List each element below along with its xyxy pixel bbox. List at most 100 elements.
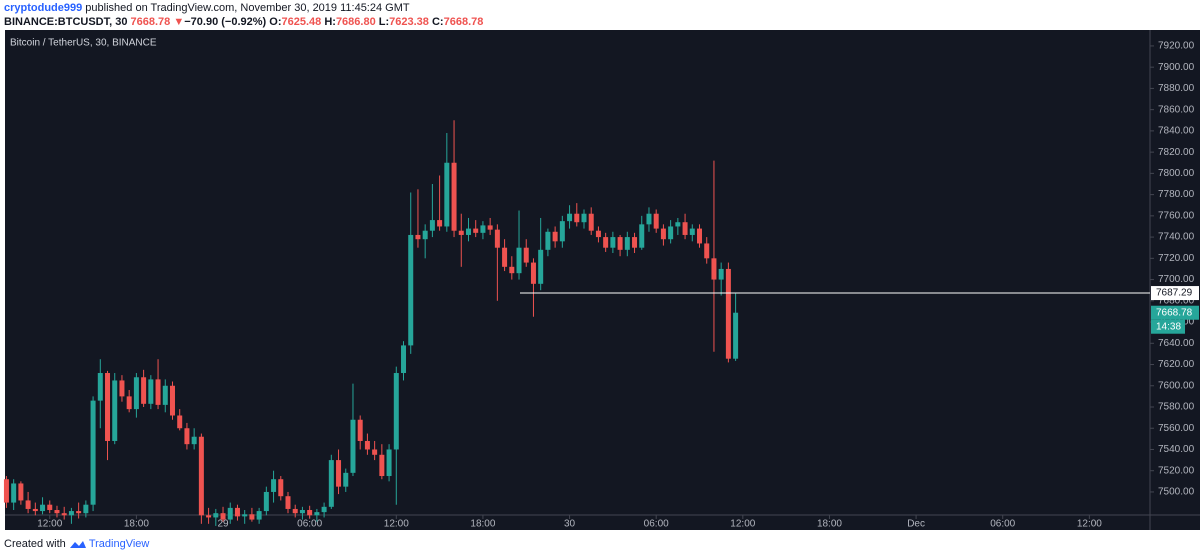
candle-body: [162, 385, 168, 405]
candle-body: [343, 472, 349, 487]
candle-body: [429, 220, 435, 231]
candle-body: [25, 500, 31, 509]
candle-body: [675, 222, 681, 227]
candle-body: [415, 234, 421, 240]
candle-body: [523, 247, 529, 263]
candle-body: [545, 231, 551, 250]
candle-body: [133, 377, 139, 410]
y-tick-label: 7680.00: [1158, 295, 1195, 306]
logo-shape: [69, 541, 86, 549]
candle-body: [574, 213, 580, 223]
candle-body: [213, 513, 219, 518]
user[interactable]: cryptodude999: [4, 2, 83, 14]
y-tick-label: 7900.00: [1158, 62, 1195, 73]
candle-body: [552, 231, 558, 242]
y-tick-label: 7840.00: [1158, 126, 1195, 137]
x-tick-label: 12:00: [384, 519, 409, 530]
candle-body: [155, 379, 161, 405]
y-tick-label: 7720.00: [1158, 253, 1195, 264]
y-tick-label: 7920.00: [1158, 41, 1195, 52]
x-tick-label: 12:00: [37, 519, 62, 530]
candle-body: [653, 213, 659, 229]
candle-body: [660, 228, 666, 240]
candle-body: [350, 419, 356, 473]
y-tick-label: 7780.00: [1158, 189, 1195, 200]
price: 7668.78: [130, 16, 171, 28]
candle-body: [191, 436, 197, 445]
candle-body: [465, 228, 471, 235]
x-tick-label: 18:00: [470, 519, 495, 530]
symbol-line: BINANCE:BTCUSDT, 30 7668.78 ▼−70.90 (−0.…: [4, 16, 483, 28]
candle-body: [105, 373, 111, 441]
o-value: 7625.48: [281, 16, 322, 28]
candle-body: [437, 220, 443, 227]
l-value: 7623.38: [389, 16, 429, 28]
x-tick-label: 29: [217, 519, 229, 530]
candle-body: [610, 237, 616, 248]
chart-background: [5, 30, 1200, 530]
candle-body: [119, 380, 125, 397]
candle-body: [76, 511, 82, 514]
candle-body: [90, 400, 96, 505]
x-tick-label: 18:00: [817, 519, 842, 530]
candle-body: [47, 504, 53, 511]
candle-body: [112, 380, 118, 441]
chart: Bitcoin / TetherUS, 30, BINANCE 7500.00 7…: [3, 30, 1200, 530]
candle-body: [487, 225, 493, 230]
candle-body: [307, 510, 313, 516]
candle-body: [386, 449, 392, 477]
brand[interactable]: TradingView: [88, 538, 150, 550]
candle-body: [704, 243, 710, 259]
candle-body: [401, 345, 407, 374]
candle-body: [292, 508, 298, 514]
l-label: L:: [378, 16, 390, 28]
x-tick-label: 18:00: [124, 519, 149, 530]
y-tick-label: 7760.00: [1158, 210, 1195, 221]
level-label-box: [1151, 286, 1199, 301]
candle-body: [314, 512, 320, 516]
candle-body: [126, 396, 132, 410]
candle-body: [588, 213, 594, 231]
last-price-box: [1151, 305, 1199, 320]
x-tick-label: 12:00: [730, 519, 755, 530]
o-label: O:: [269, 16, 282, 28]
level-label: 7687.29: [1156, 288, 1193, 299]
y-tick-label: 7800.00: [1158, 168, 1195, 179]
arrow: ▼: [173, 16, 185, 28]
candle-body: [494, 229, 500, 248]
candle-body: [422, 230, 428, 240]
candle-body: [617, 237, 623, 250]
candle-body: [141, 377, 147, 404]
candle-body: [408, 234, 414, 346]
candle-body: [480, 225, 486, 233]
candle-body: [32, 508, 38, 512]
candle-body: [18, 483, 24, 501]
y-tick-label: 7540.00: [1158, 444, 1195, 455]
candle-body: [725, 268, 731, 359]
candle-body: [11, 483, 17, 503]
y-tick-label: 7700.00: [1158, 274, 1195, 285]
candle-body: [733, 312, 739, 359]
footer: Created with TradingView: [4, 538, 149, 550]
candle-body: [559, 221, 565, 242]
candle-body: [198, 436, 204, 516]
candle-body: [249, 514, 255, 520]
candle-body: [393, 373, 399, 450]
c-value: 7668.78: [443, 16, 484, 28]
candle-body: [184, 428, 190, 445]
candle-body: [336, 460, 342, 487]
candle-body: [567, 213, 573, 222]
h-label: H:: [324, 16, 336, 28]
countdown: 14:38: [1156, 321, 1181, 332]
candle-body: [169, 385, 175, 416]
candle-body: [502, 247, 508, 267]
y-tick-label: 7640.00: [1158, 338, 1195, 349]
x-tick-label: Dec: [907, 519, 925, 530]
logo: [69, 541, 86, 549]
last-price-label: 7668.78: [1156, 307, 1193, 318]
candle-body: [444, 162, 450, 227]
candle-body: [148, 379, 154, 404]
candle-body: [516, 247, 522, 274]
candle-body: [242, 514, 248, 517]
